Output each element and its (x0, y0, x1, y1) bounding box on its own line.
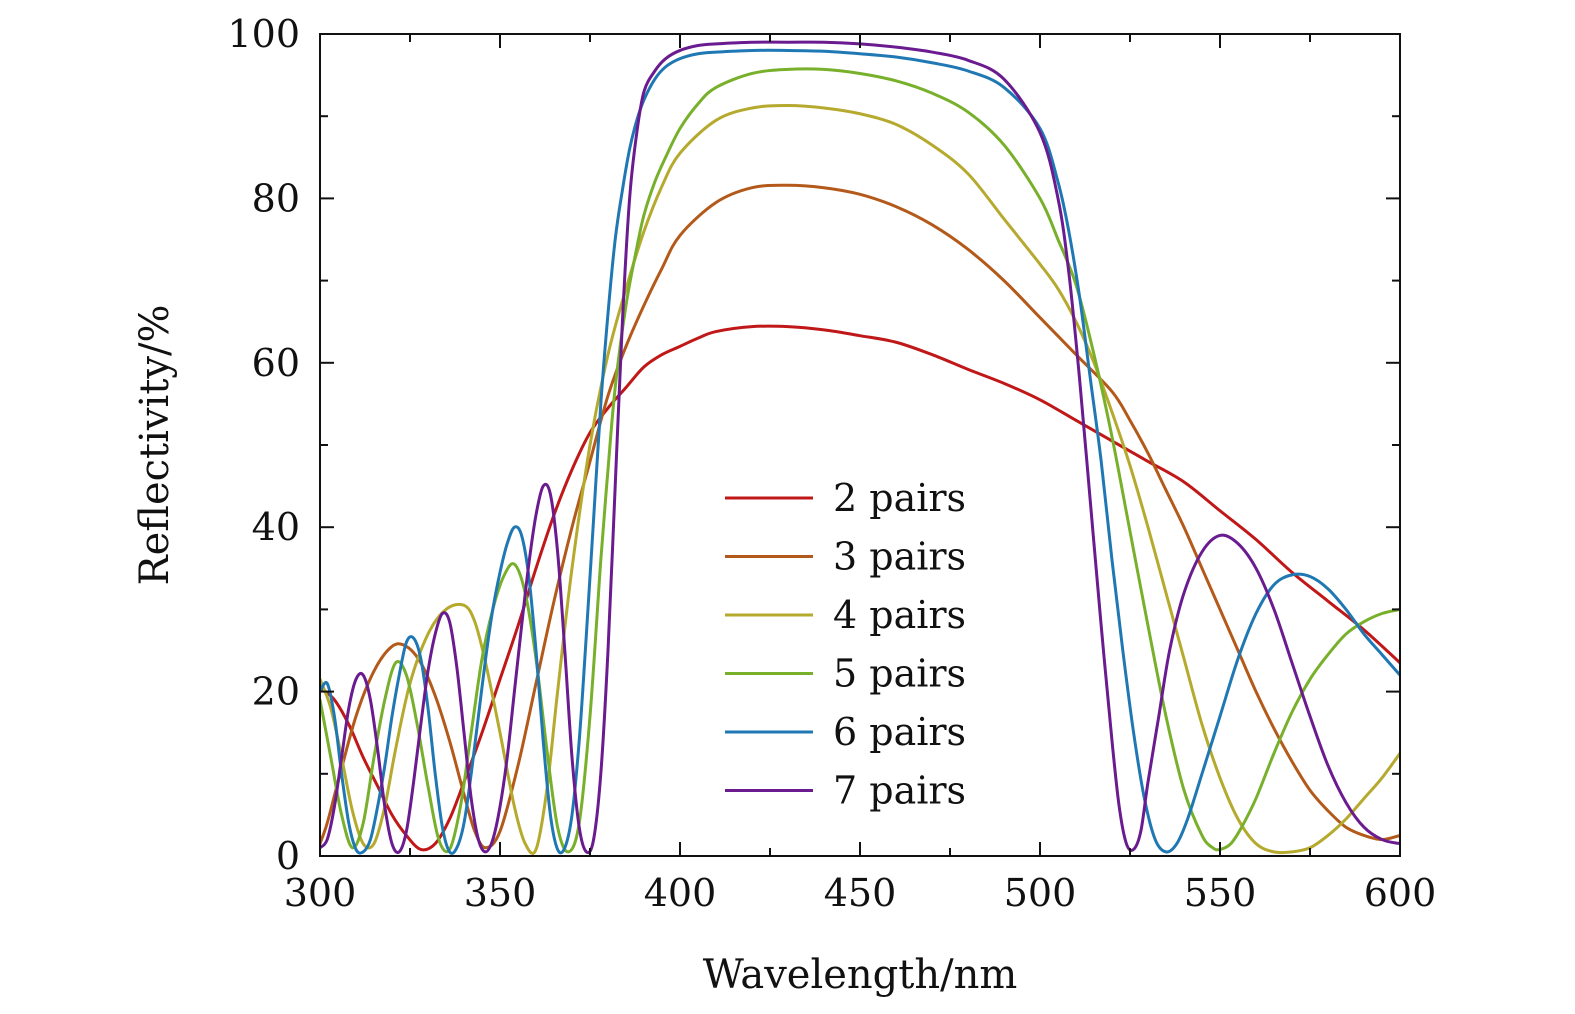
y-tick-label: 0 (276, 834, 300, 878)
y-tick-label: 40 (252, 505, 300, 549)
x-tick-label: 450 (824, 871, 897, 915)
x-tick-label: 600 (1364, 871, 1437, 915)
y-tick-label: 60 (252, 341, 300, 385)
series-line-2-pairs (320, 324, 1400, 852)
series-line-3-pairs (320, 183, 1400, 850)
y-tick-label: 20 (252, 670, 300, 714)
legend-label: 6 pairs (833, 710, 966, 754)
legend-item-5-pairs: 5 pairs (725, 652, 966, 696)
x-tick-label: 550 (1184, 871, 1257, 915)
y-tick-label: 100 (227, 12, 300, 56)
y-tick-label: 80 (252, 176, 300, 220)
tick-label-layer: 300 350 400 450 500 550 600 0 20 40 60 80 100 (227, 12, 1436, 915)
legend-item-6-pairs: 6 pairs (725, 710, 966, 754)
series-line-4-pairs (320, 104, 1400, 855)
legend-item-7-pairs: 7 pairs (725, 769, 966, 813)
x-tick-label: 400 (644, 871, 717, 915)
legend-label: 4 pairs (833, 593, 966, 637)
legend-item-3-pairs: 3 pairs (725, 535, 966, 579)
series-line-7-pairs (320, 40, 1400, 855)
y-axis-title: Reflectivity/% (132, 305, 178, 586)
legend-item-2-pairs: 2 pairs (725, 476, 966, 520)
x-tick-label: 350 (464, 871, 537, 915)
legend-label: 7 pairs (833, 769, 966, 813)
x-axis-title: Wavelength/nm (703, 952, 1018, 998)
x-tick-label: 300 (284, 871, 357, 915)
series-line-5-pairs (320, 67, 1400, 854)
legend-label: 3 pairs (833, 535, 966, 579)
legend-label: 2 pairs (833, 476, 966, 520)
series-line-6-pairs (320, 48, 1400, 855)
legend: 2 pairs 3 pairs 4 pairs 5 pairs 6 pairs 7 pai… (725, 476, 966, 813)
x-tick-label: 500 (1004, 871, 1077, 915)
series-layer (320, 40, 1400, 855)
legend-item-4-pairs: 4 pairs (725, 593, 966, 637)
legend-label: 5 pairs (833, 652, 966, 696)
tick-layer (319, 33, 1401, 857)
